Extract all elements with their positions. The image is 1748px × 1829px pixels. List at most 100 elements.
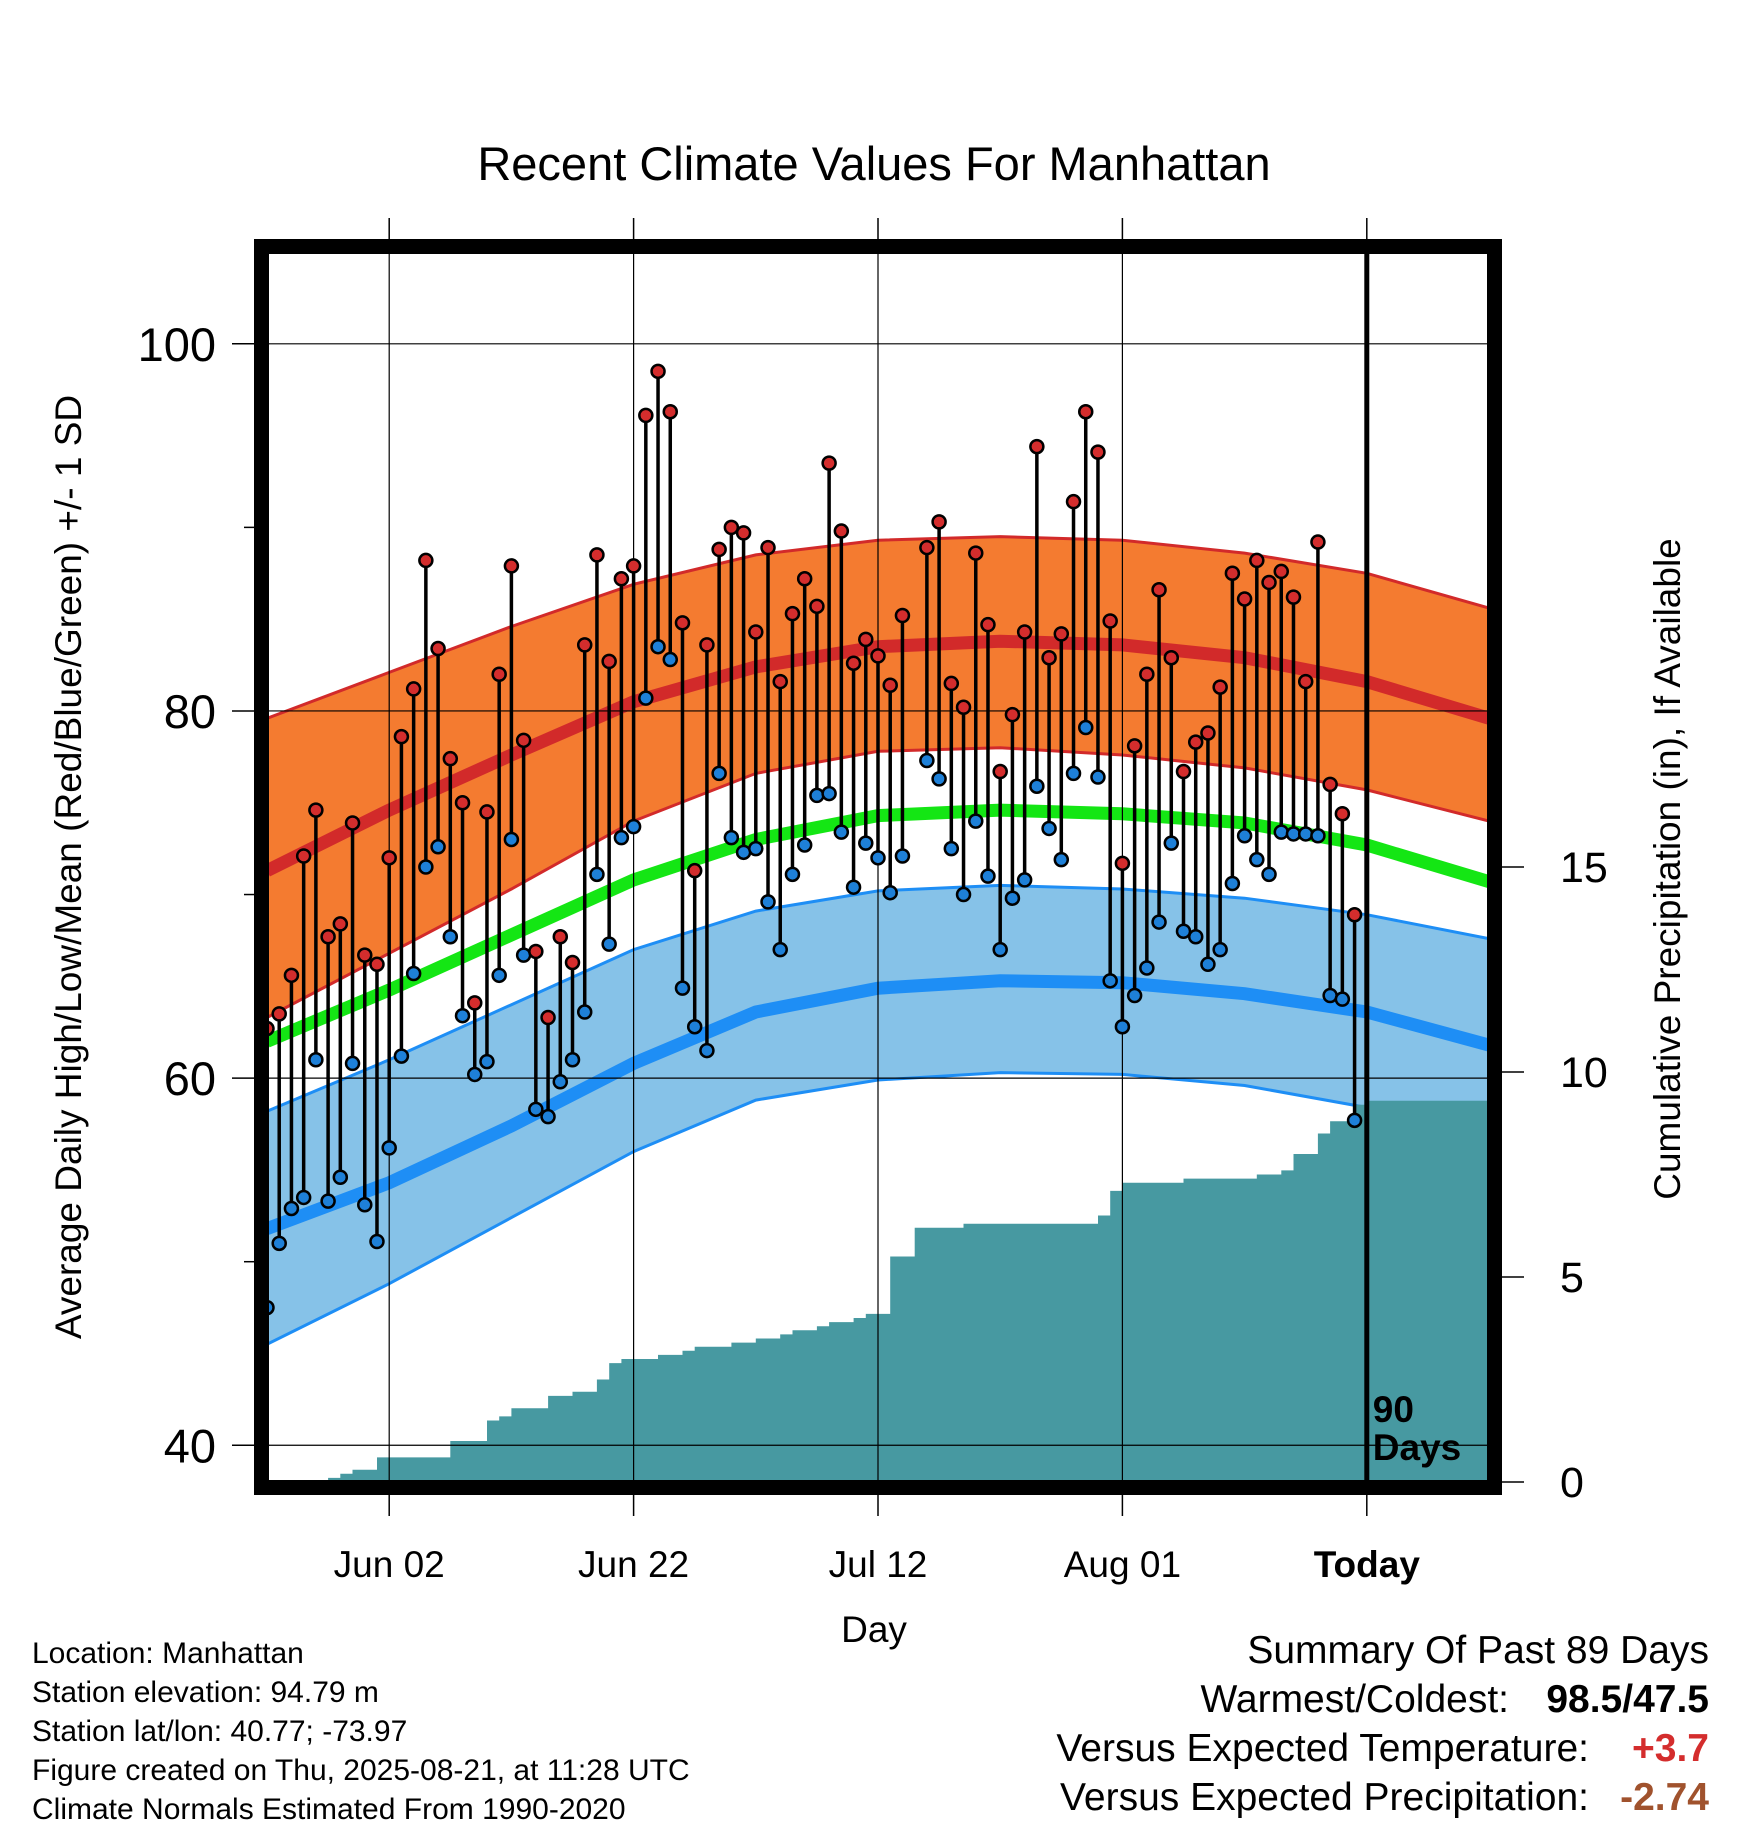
daily-low-point [919,752,935,769]
daily-low-point [552,1074,569,1090]
daily-high-point [1077,403,1094,420]
daily-high-point [528,943,544,960]
cumulative-precip-area [267,1100,1489,1482]
daily-high-point [894,607,911,624]
daily-low-point [833,824,850,840]
daily-low-point [882,884,898,901]
daily-high-point [1151,582,1167,598]
daily-high-point [601,653,617,670]
daily-low-point [589,866,605,883]
daily-high-point [393,728,410,745]
daily-high-point [271,1006,287,1022]
daily-low-point [711,765,727,782]
warmest-value: 98.5 [1546,1678,1623,1721]
daily-low-point [381,1140,397,1156]
today-days-number: 90 [1373,1389,1414,1430]
daily-high-point [1236,591,1253,607]
daily-high-point [772,673,788,690]
summary-title: Summary Of Past 89 Days [1247,1629,1709,1672]
daily-low-point [992,941,1008,958]
plot-frame [254,239,1502,1495]
daily-low-point [638,690,654,706]
daily-low-point [1200,956,1216,973]
daily-low-point [393,1048,410,1064]
daily-high-point [1249,552,1265,569]
daily-high-point [1273,563,1290,580]
daily-high-point [1126,738,1143,754]
daily-low-point [1334,991,1351,1007]
daily-high-point [992,763,1008,780]
daily-low-point [503,831,520,848]
daily-high-point [760,539,776,556]
daily-high-point [638,407,654,424]
temperature-anomaly-row: Versus Expected Temperature: +3.7 [1056,1724,1709,1773]
daily-high-point [1029,438,1045,455]
daily-low-point [576,1004,593,1020]
daily-low-point [1236,828,1253,844]
daily-high-point [1016,624,1033,640]
x-tick-label: Jul 12 [829,1544,928,1585]
daily-low-point [784,866,801,883]
daily-high-point [381,850,397,866]
daily-high-point [1212,679,1228,695]
daily-low-point [1041,820,1057,837]
x-tick-label: Today [1314,1544,1421,1585]
daily-low-point [1187,929,1204,945]
daily-high-point [589,547,605,563]
daily-low-point [357,1197,373,1213]
daily-high-point [1090,444,1106,460]
coldest-value: 47.5 [1633,1678,1709,1721]
station-location: Location: Manhattan [32,1637,304,1670]
x-tick-label: Aug 01 [1064,1544,1181,1585]
daily-low-point [466,1066,483,1083]
y2-tick-label: 10 [1560,1049,1608,1097]
daily-high-point [430,640,446,657]
chart-title: Recent Climate Values For Manhattan [477,137,1270,190]
daily-high-point [332,916,349,932]
x-axis-label: Day [841,1609,907,1650]
daily-high-point [650,363,666,380]
daily-low-point [369,1233,385,1250]
station-elevation: Station elevation: 94.79 m [32,1676,379,1709]
daily-low-point [686,1018,703,1035]
daily-high-point [919,539,935,556]
daily-low-point [1053,851,1070,868]
daily-high-point [711,541,727,558]
daily-high-point [943,675,960,692]
daily-low-point [1102,973,1118,989]
daily-high-point [576,637,593,653]
daily-low-point [723,829,740,846]
y-tick-label: 100 [138,318,216,371]
daily-low-point [1163,835,1180,851]
daily-high-point [674,615,691,631]
daily-low-point [772,941,788,958]
daily-low-point [968,813,984,829]
daily-high-point [686,862,703,879]
station-latlon: Station lat/lon: 40.77; -73.97 [32,1715,408,1748]
daily-low-point [894,848,911,864]
daily-low-point [418,859,434,875]
daily-low-point [845,879,862,895]
daily-high-point [491,666,507,682]
daily-low-point [613,829,630,846]
daily-low-point [271,1235,287,1252]
daily-low-point [540,1108,556,1125]
daily-high-point [1114,855,1131,872]
daily-low-point [858,835,874,851]
daily-low-point [931,771,947,787]
daily-high-point [540,1009,556,1026]
daily-low-point [1126,987,1143,1004]
today-days-word: Days [1373,1427,1461,1468]
daily-low-point [564,1052,581,1068]
daily-low-point [430,839,446,855]
daily-high-point [1139,666,1155,682]
precipitation-anomaly-value: -2.74 [1620,1776,1709,1819]
y-axis-label: Average Daily High/Low/Mean (Red/Blue/Gr… [48,395,89,1339]
daily-high-point [1200,725,1216,741]
daily-high-point [858,631,874,648]
daily-high-point [1310,534,1326,550]
daily-low-point [943,840,960,857]
daily-high-point [699,637,715,653]
daily-high-point [1297,673,1314,690]
